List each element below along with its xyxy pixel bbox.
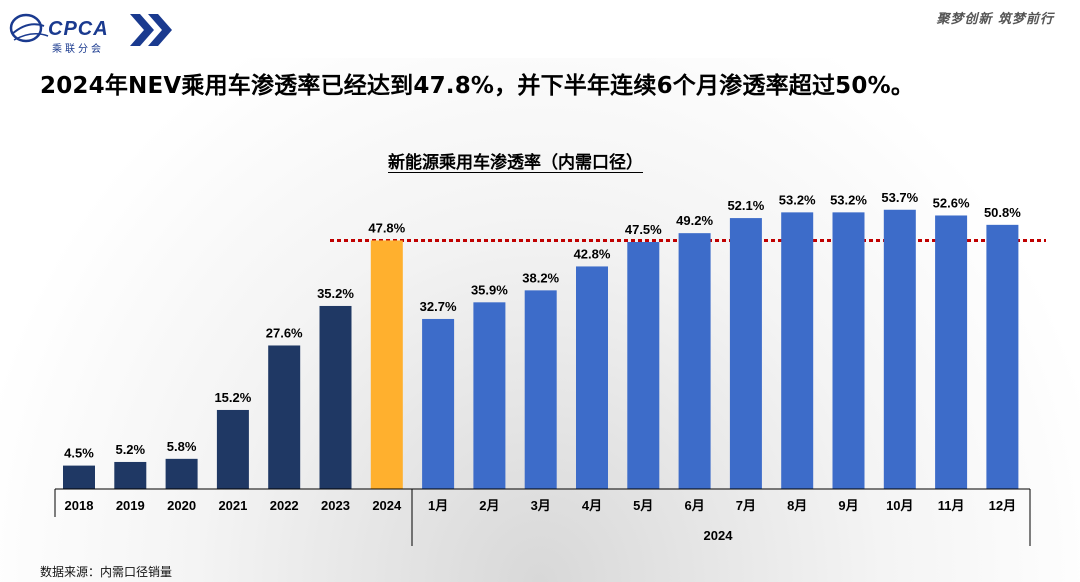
category-label: 7月 [736, 498, 756, 513]
bar-10月 [883, 209, 916, 489]
data-label: 5.8% [167, 439, 197, 454]
category-label: 2月 [479, 498, 499, 513]
data-label: 35.2% [317, 286, 354, 301]
logo-text: CPCA [48, 18, 109, 40]
data-label: 53.7% [881, 190, 918, 205]
logo-subtitle: 乘联分会 [52, 44, 104, 55]
bar-9月 [832, 212, 865, 490]
bar-2020 [165, 458, 198, 489]
data-label: 35.9% [471, 282, 508, 297]
category-label: 2020 [167, 498, 196, 513]
data-label: 42.8% [574, 246, 611, 261]
category-label: 4月 [582, 498, 602, 513]
bar-8月 [781, 212, 814, 490]
category-label: 10月 [886, 498, 913, 513]
category-label: 6月 [684, 498, 704, 513]
data-label: 49.2% [676, 213, 713, 228]
bar-2月 [473, 302, 506, 489]
data-label: 4.5% [64, 446, 94, 461]
cpca-logo: CPCA 乘联分会 [8, 8, 188, 55]
header-bar [0, 0, 1080, 58]
cpca-globe-icon [9, 13, 49, 43]
bar-7月 [729, 218, 762, 489]
chart-title: 新能源乘用车渗透率（内需口径） [388, 153, 643, 173]
data-label: 53.2% [779, 192, 816, 207]
bar-2024 [370, 240, 403, 489]
category-label: 2021 [218, 498, 247, 513]
category-label: 2022 [270, 498, 299, 513]
data-label: 38.2% [522, 270, 559, 285]
category-label: 11月 [938, 498, 965, 513]
category-label: 1月 [428, 498, 448, 513]
bar-11月 [935, 215, 968, 490]
slogan: 聚梦创新 筑梦前行 [936, 12, 1054, 27]
data-label: 52.1% [727, 198, 764, 213]
data-label: 27.6% [266, 325, 303, 340]
category-label: 8月 [787, 498, 807, 513]
page-title: 2024年NEV乘用车渗透率已经达到47.8%，并下半年连续6个月渗透率超过50… [40, 73, 915, 99]
category-label: 2019 [116, 498, 145, 513]
category-label: 2018 [65, 498, 94, 513]
chevrons-icon [130, 14, 172, 46]
data-source-note: 数据来源：内需口径销量 [40, 565, 173, 579]
category-label: 12月 [989, 498, 1016, 513]
category-label: 2024 [372, 498, 402, 513]
data-label: 32.7% [420, 299, 457, 314]
data-label: 15.2% [214, 390, 251, 405]
category-label: 2023 [321, 498, 350, 513]
category-label: 9月 [838, 498, 858, 513]
bar-2022 [268, 345, 301, 489]
group-label: 2024 [704, 528, 734, 543]
bar-3月 [524, 290, 557, 489]
bar-2019 [114, 461, 147, 489]
bar-4月 [576, 266, 608, 489]
bar-2018 [63, 465, 95, 489]
data-label: 5.2% [115, 442, 145, 457]
bar-2023 [319, 305, 352, 489]
category-label: 5月 [633, 498, 653, 513]
data-label: 53.2% [830, 192, 867, 207]
data-label: 52.6% [933, 195, 970, 210]
bar-6月 [678, 233, 711, 489]
data-label: 50.8% [984, 205, 1021, 220]
data-label: 47.5% [625, 222, 662, 237]
bar-2021 [216, 409, 249, 489]
bar-12月 [986, 224, 1019, 489]
category-label: 3月 [531, 498, 551, 513]
bar-1月 [422, 318, 455, 489]
data-label: 47.8% [368, 220, 405, 235]
bar-5月 [627, 242, 660, 489]
